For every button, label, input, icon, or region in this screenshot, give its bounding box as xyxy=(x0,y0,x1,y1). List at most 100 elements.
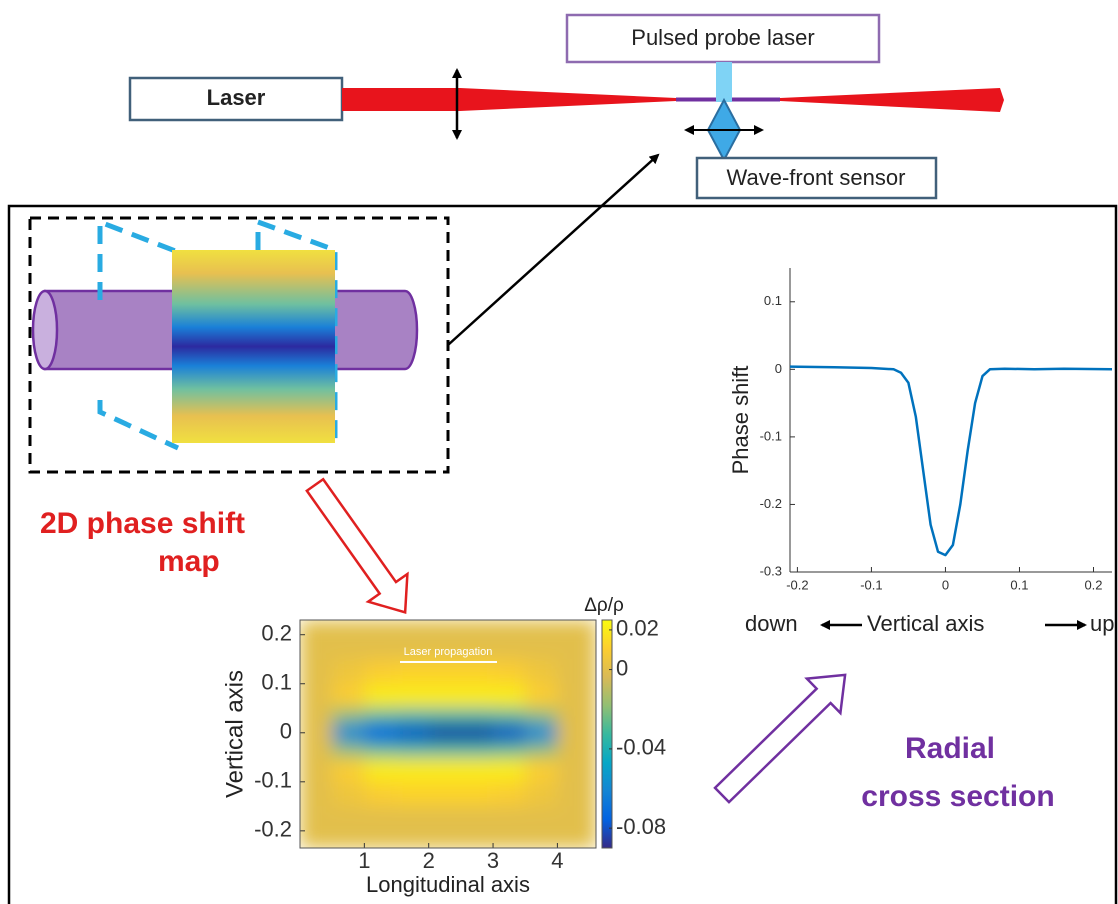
zoom-box xyxy=(28,216,450,474)
y-axis-label: Phase shift xyxy=(728,366,753,475)
heatmap-cell xyxy=(332,781,365,807)
heatmap-cell xyxy=(525,683,558,709)
heatmap-cell xyxy=(525,722,558,744)
heatmap-cell xyxy=(300,757,333,783)
heatmap-cell xyxy=(364,742,398,758)
y-tick-label: 0.2 xyxy=(261,621,292,646)
map-arrow xyxy=(305,477,409,614)
heatmap-cell xyxy=(460,806,494,848)
line xyxy=(789,365,1113,557)
x-tick-label: 0 xyxy=(942,577,949,592)
heatmap-cell xyxy=(396,742,430,758)
y-tick-label: -0.1 xyxy=(760,428,782,443)
heatmap-cell xyxy=(428,620,462,660)
heatmap-cell xyxy=(493,722,526,744)
heatmap-cell xyxy=(493,708,526,724)
section-caption: Radial xyxy=(905,732,995,765)
y-tick-label: 0.1 xyxy=(764,293,782,308)
y-tick-label: -0.1 xyxy=(254,768,292,793)
section-caption: cross section xyxy=(861,780,1054,813)
colorbar-tick-label: -0.08 xyxy=(616,814,666,839)
x-tick-label: -0.1 xyxy=(860,577,882,592)
heatmap-cell xyxy=(557,781,596,807)
heatmap-cell xyxy=(557,722,596,744)
heatmap-cell xyxy=(428,722,462,744)
map-caption: 2D phase shift xyxy=(40,507,245,540)
heatmap-cell xyxy=(364,806,398,848)
sensor-box xyxy=(695,156,938,200)
heatmap-cell xyxy=(460,683,494,709)
heatmap-cell xyxy=(428,781,462,807)
x-tick-label: 0.1 xyxy=(1010,577,1028,592)
x-axis-label: Longitudinal axis xyxy=(366,872,530,897)
heatmap-cell xyxy=(364,708,398,724)
heatmap-cell xyxy=(332,708,365,724)
heatmap-cell xyxy=(332,659,365,685)
direction-label: Vertical axis xyxy=(867,611,984,636)
laser-box xyxy=(128,76,344,122)
heatmap-cell xyxy=(332,722,365,744)
section-arrow xyxy=(713,673,847,804)
heatmap-cell xyxy=(332,742,365,758)
x-tick-label: 3 xyxy=(487,848,499,873)
heatmap-cell xyxy=(460,722,494,744)
heatmap-cell xyxy=(364,683,398,709)
heatmap-cell xyxy=(300,683,333,709)
heatmap-cell xyxy=(428,683,462,709)
heatmap-cell xyxy=(460,781,494,807)
map-caption: map xyxy=(158,545,220,578)
y-axis-label: Vertical axis xyxy=(221,670,248,798)
heatmap-cell xyxy=(364,659,398,685)
plot-frame xyxy=(299,619,597,849)
heatmap-cell xyxy=(396,620,430,660)
laser-beam xyxy=(342,88,676,111)
y-tick-label: 0 xyxy=(280,719,292,744)
direction-label: up xyxy=(1090,611,1114,636)
probe-beam xyxy=(716,62,732,102)
heatmap-cell xyxy=(300,781,333,807)
heatmap-cell xyxy=(460,757,494,783)
zoom-arrow xyxy=(447,153,660,346)
heatmap-cell xyxy=(493,620,526,660)
heatmap-cell xyxy=(557,683,596,709)
heatmap-cell xyxy=(428,708,462,724)
y-tick-label: -0.3 xyxy=(760,563,782,578)
heatmap-cell xyxy=(557,742,596,758)
heatmap-cell xyxy=(493,742,526,758)
laser-beam-out xyxy=(780,88,1004,112)
colorbar-tick-label: 0 xyxy=(616,655,628,680)
heatmap-cell xyxy=(525,757,558,783)
heatmap-cell xyxy=(300,708,333,724)
heatmap-cell xyxy=(396,781,430,807)
annotation: Laser propagation xyxy=(404,646,493,658)
x-tick-label: -0.2 xyxy=(786,577,808,592)
y-tick-label: -0.2 xyxy=(254,817,292,842)
heatmap-cell xyxy=(493,806,526,848)
heatmap-cell xyxy=(557,757,596,783)
heatmap-cell xyxy=(332,757,365,783)
y-tick-label: 0 xyxy=(775,361,782,376)
y-tick-label: 0.1 xyxy=(261,670,292,695)
heatmap-cell xyxy=(557,620,596,660)
frame xyxy=(7,204,1118,904)
heatmap-cell xyxy=(557,806,596,848)
heatmap-cell xyxy=(525,781,558,807)
heatmap-cell xyxy=(396,683,430,709)
x-tick-label: 2 xyxy=(423,848,435,873)
heatmap-cell xyxy=(364,757,398,783)
heatmap-image xyxy=(300,620,596,848)
heatmap-cells xyxy=(300,620,596,848)
heatmap-cell xyxy=(396,708,430,724)
colorbar-tick-label: -0.04 xyxy=(616,735,666,760)
phase-image xyxy=(172,250,335,443)
heatmap-cell xyxy=(332,683,365,709)
heatmap-cell xyxy=(364,781,398,807)
y-tick-label: -0.2 xyxy=(760,496,782,511)
colorbar-tick-label: 0.02 xyxy=(616,616,659,641)
cylinder-end xyxy=(31,289,59,371)
x-tick-label: 0.2 xyxy=(1084,577,1102,592)
heatmap-cell xyxy=(493,781,526,807)
sensor-label: Wave-front sensor xyxy=(727,165,906,190)
heatmap-cell xyxy=(300,722,333,744)
